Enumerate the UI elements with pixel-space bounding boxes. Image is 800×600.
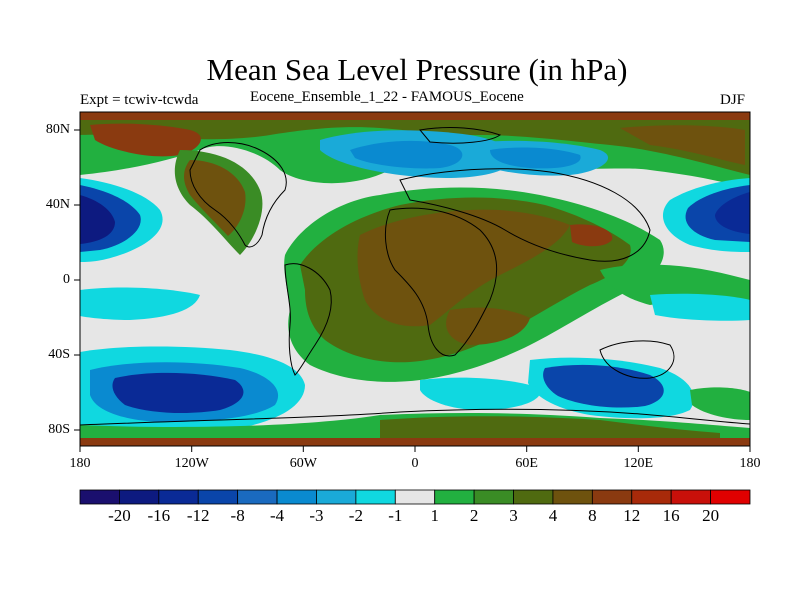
antarctic-positive-core [380, 416, 720, 440]
lat-label-80s: 80S [48, 422, 70, 437]
lon-label-60e: 60E [515, 456, 538, 471]
colorbar-label: 1 [430, 506, 439, 525]
lat-tick-marks [74, 129, 80, 431]
australia-coast [599, 340, 675, 379]
colorbar-swatch [316, 489, 357, 505]
lat-label-80n: 80N [45, 122, 70, 137]
siberian-low-core [490, 147, 581, 169]
antarctica-coast [79, 408, 751, 426]
south-polar-band [80, 438, 750, 446]
colorbar [79, 489, 751, 505]
colorbar-label: 20 [702, 506, 720, 525]
lat-label-0: 0 [63, 272, 70, 287]
south-america-coast [284, 263, 332, 376]
lon-label-0: 0 [411, 456, 419, 471]
arctic-positive-max-west [90, 123, 201, 157]
experiment-label: Expt = tcwiv-tcwda [80, 92, 199, 108]
arctic-positive-core [80, 120, 750, 175]
lat-label-40s: 40S [48, 347, 70, 362]
map-plot [79, 111, 751, 447]
north-pacific-low-west-max [80, 195, 115, 244]
colorbar-swatch [276, 489, 317, 505]
colorbar-swatch [473, 489, 514, 505]
colorbar-swatch [552, 489, 593, 505]
north-atlantic-low-core [350, 140, 463, 169]
southern-ocean-low-mid [420, 377, 541, 410]
colorbar-swatch [513, 489, 554, 505]
coastlines [79, 127, 751, 426]
colorbar-label: -2 [348, 506, 363, 525]
colorbar-swatch [237, 489, 278, 505]
lon-label-180w: 180 [69, 456, 91, 471]
arctic-positive-max-east [620, 125, 745, 165]
south-pacific-negative-east [650, 293, 750, 321]
colorbar-swatch [355, 489, 396, 505]
colorbar-swatch [710, 489, 751, 505]
colorbar-swatch [670, 489, 711, 505]
lon-label-120w: 120W [174, 456, 209, 471]
greenland-coast [419, 127, 502, 144]
colorbar-swatch [434, 489, 475, 505]
lon-label-180e: 180 [739, 456, 761, 471]
north-america-high-core [184, 160, 246, 236]
colorbar-label: -1 [388, 506, 403, 525]
colorbar-label: -3 [309, 506, 324, 525]
colorbar-label: 16 [662, 506, 680, 525]
africa-high-core [357, 209, 570, 327]
colorbar-label: -12 [186, 506, 210, 525]
colorbar-swatch [79, 489, 120, 505]
southern-ocean-positive-east [690, 387, 750, 420]
colorbar-swatch [119, 489, 160, 505]
colorbar-label: -20 [108, 506, 131, 525]
colorbar-swatch [591, 489, 633, 505]
ensemble-label: Eocene_Ensemble_1_22 - FAMOUS_Eocene [250, 89, 524, 105]
north-america-coast [189, 142, 287, 248]
colorbar-swatch [197, 489, 239, 505]
africa-coast [385, 207, 498, 357]
north-pacific-low-east-max [715, 192, 750, 234]
colorbar-label: -4 [269, 506, 285, 525]
colorbar-label: -8 [230, 506, 245, 525]
lon-label-60w: 60W [289, 456, 317, 471]
lat-label-40n: 40N [45, 197, 70, 212]
season-label: DJF [720, 92, 746, 108]
map-title: Mean Sea Level Pressure (in hPa) [206, 52, 628, 87]
southern-ocean-low-west-core [112, 372, 244, 413]
colorbar-label: 3 [509, 506, 518, 525]
lon-label-120e: 120E [623, 456, 654, 471]
colorbar-swatch [631, 489, 672, 505]
eurasia-coast [399, 168, 651, 262]
southern-ocean-low-east-core [543, 364, 664, 408]
colorbar-swatch [158, 489, 199, 505]
colorbar-label: 12 [623, 506, 641, 525]
colorbar-label: 4 [548, 506, 558, 525]
colorbar-swatch [394, 489, 436, 505]
colorbar-label: 8 [588, 506, 597, 525]
colorbar-label: 2 [469, 506, 479, 525]
indian-ocean-high [446, 307, 530, 345]
south-pacific-negative-west [80, 287, 200, 320]
lon-tick-marks [79, 446, 751, 452]
asia-high-max [570, 224, 613, 247]
colorbar-label: -16 [147, 506, 171, 525]
north-polar-band [80, 112, 750, 120]
